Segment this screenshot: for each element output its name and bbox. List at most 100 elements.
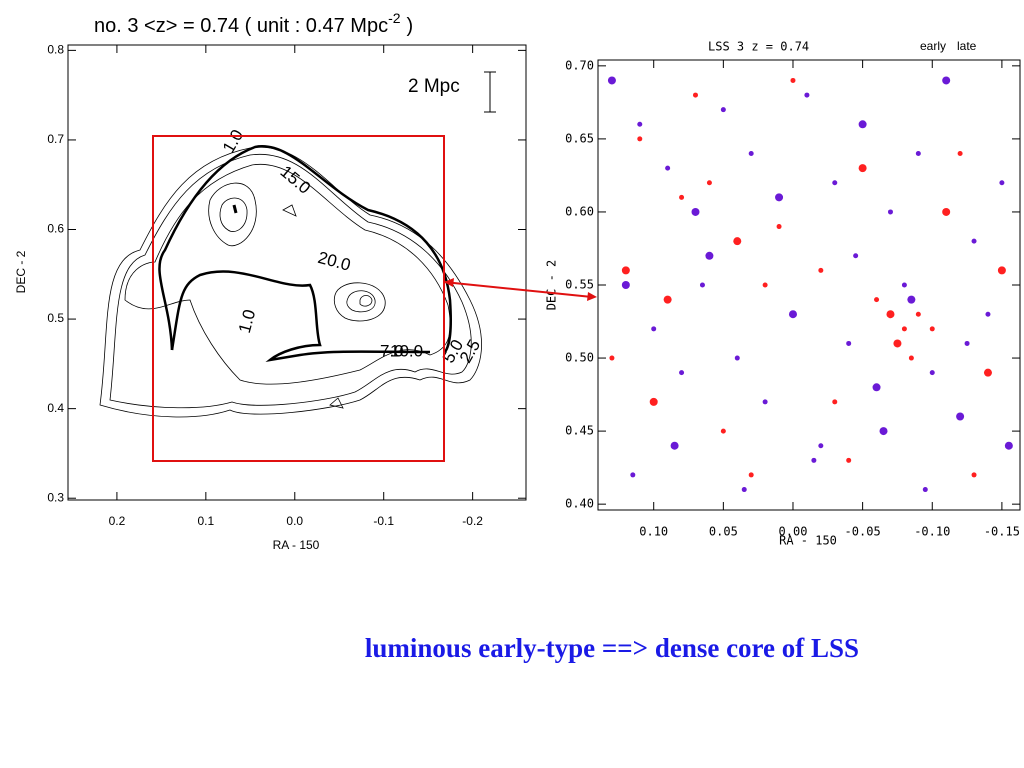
- point: [609, 355, 615, 361]
- contour-label: 7.0: [380, 341, 404, 360]
- point: [964, 340, 970, 346]
- point: [832, 180, 838, 186]
- point: [901, 326, 907, 332]
- y-tick-label: 0.55: [565, 278, 594, 292]
- point: [705, 251, 714, 260]
- point: [733, 237, 742, 246]
- x-tick-label: -0.1: [373, 514, 394, 528]
- point: [971, 472, 977, 478]
- point: [741, 487, 747, 493]
- point: [887, 209, 893, 215]
- y-tick-label: 0.6: [47, 222, 64, 236]
- contour-label: 1.0: [235, 307, 259, 335]
- scale-bar: [484, 71, 496, 113]
- point: [929, 326, 935, 332]
- point: [699, 282, 705, 288]
- point: [915, 311, 921, 317]
- y-axis-label: DEC - 2: [14, 250, 28, 293]
- point: [832, 399, 838, 405]
- point: [679, 370, 685, 376]
- point: [907, 295, 916, 304]
- point: [983, 368, 992, 377]
- legend-label: late: [957, 39, 977, 53]
- point: [908, 355, 914, 361]
- selection-box: [152, 135, 445, 462]
- chart-title: no. 3 <z> = 0.74 ( unit : 0.47 Mpc-2): [94, 10, 413, 38]
- point: [621, 266, 630, 275]
- point: [858, 120, 867, 129]
- contour-label: 20.0: [316, 248, 353, 275]
- point: [929, 370, 935, 376]
- point: [915, 151, 921, 157]
- caption: luminous early-type ==> dense core of LS…: [365, 633, 859, 663]
- title-end: ): [407, 15, 414, 37]
- point: [748, 151, 754, 157]
- y-tick-label: 0.8: [47, 43, 64, 57]
- y-tick-label: 0.5: [47, 311, 64, 325]
- point: [942, 207, 951, 216]
- point: [893, 339, 902, 348]
- point: [665, 165, 671, 171]
- x-tick-label: 0.00: [779, 525, 808, 539]
- point: [956, 412, 965, 421]
- y-tick-label: 0.65: [565, 131, 594, 145]
- point: [818, 267, 824, 273]
- plot-frame: [597, 59, 1021, 511]
- title-text: no. 3 <z> = 0.74 ( unit : 0.47 Mpc: [94, 15, 388, 37]
- contour-label: 10.0: [390, 341, 423, 360]
- x-tick-label: 0.2: [109, 514, 126, 528]
- point: [879, 427, 888, 436]
- y-tick-label: 0.50: [565, 351, 594, 365]
- point: [637, 136, 643, 142]
- point: [957, 151, 963, 157]
- point: [691, 207, 700, 216]
- y-axis-label: DEC - 2: [545, 260, 559, 311]
- y-tick-label: 0.40: [565, 497, 594, 511]
- point: [901, 282, 907, 288]
- point: [999, 180, 1005, 186]
- contour-peak: [232, 204, 238, 214]
- plot-frame: [67, 44, 527, 501]
- contours-bold: [158, 145, 453, 363]
- point: [804, 92, 810, 98]
- point: [790, 77, 796, 83]
- point: [997, 266, 1006, 275]
- point: [692, 92, 698, 98]
- point: [811, 457, 817, 463]
- x-tick-label: -0.15: [984, 525, 1020, 539]
- point: [649, 397, 658, 406]
- point: [788, 310, 797, 319]
- point: [734, 355, 740, 361]
- legend: early late: [920, 39, 977, 53]
- point: [762, 399, 768, 405]
- point: [846, 457, 852, 463]
- point: [630, 472, 636, 478]
- point: [846, 340, 852, 346]
- x-tick-label: -0.05: [845, 525, 881, 539]
- point: [670, 441, 679, 450]
- point: [706, 180, 712, 186]
- point: [874, 297, 880, 303]
- x-axis-label: RA - 150: [779, 534, 837, 548]
- point: [971, 238, 977, 244]
- y-tick-label: 0.45: [565, 424, 594, 438]
- point: [720, 428, 726, 434]
- point: [776, 224, 782, 230]
- point: [858, 164, 867, 173]
- y-tick-label: 0.3: [47, 490, 64, 504]
- scale-label: 2 Mpc: [408, 76, 460, 97]
- point: [1004, 441, 1013, 450]
- point: [775, 193, 784, 202]
- x-tick-label: 0.10: [639, 525, 668, 539]
- point: [607, 76, 616, 85]
- x-tick-label: -0.2: [462, 514, 483, 528]
- y-tick-label: 0.7: [47, 132, 64, 146]
- x-tick-label: 0.05: [709, 525, 738, 539]
- y-tick-label: 0.70: [565, 58, 594, 72]
- point: [720, 107, 726, 113]
- point: [853, 253, 859, 259]
- point: [818, 443, 824, 449]
- point: [872, 383, 881, 392]
- point: [637, 121, 643, 127]
